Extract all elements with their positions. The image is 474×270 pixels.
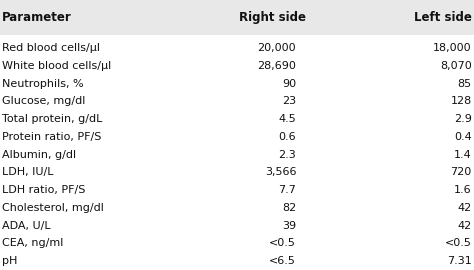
Text: <0.5: <0.5 <box>445 238 472 248</box>
Text: CEA, ng/ml: CEA, ng/ml <box>2 238 64 248</box>
Text: White blood cells/µl: White blood cells/µl <box>2 61 111 71</box>
Text: Parameter: Parameter <box>2 11 72 24</box>
Text: ADA, U/L: ADA, U/L <box>2 221 51 231</box>
Text: pH: pH <box>2 256 18 266</box>
Text: 4.5: 4.5 <box>279 114 296 124</box>
Text: 39: 39 <box>282 221 296 231</box>
Text: <0.5: <0.5 <box>269 238 296 248</box>
Text: 0.6: 0.6 <box>279 132 296 142</box>
Text: 28,690: 28,690 <box>257 61 296 71</box>
Text: 7.31: 7.31 <box>447 256 472 266</box>
Text: 23: 23 <box>282 96 296 106</box>
Text: 7.7: 7.7 <box>278 185 296 195</box>
Text: Left side: Left side <box>414 11 472 24</box>
Text: 0.4: 0.4 <box>454 132 472 142</box>
Text: Cholesterol, mg/dl: Cholesterol, mg/dl <box>2 203 104 213</box>
Text: LDH ratio, PF/S: LDH ratio, PF/S <box>2 185 86 195</box>
Text: 720: 720 <box>450 167 472 177</box>
Text: 1.4: 1.4 <box>454 150 472 160</box>
Text: 2.9: 2.9 <box>454 114 472 124</box>
Text: Albumin, g/dl: Albumin, g/dl <box>2 150 76 160</box>
Text: Right side: Right side <box>239 11 306 24</box>
Text: 42: 42 <box>457 203 472 213</box>
Text: Neutrophils, %: Neutrophils, % <box>2 79 84 89</box>
Text: 85: 85 <box>457 79 472 89</box>
Text: Protein ratio, PF/S: Protein ratio, PF/S <box>2 132 102 142</box>
Text: 90: 90 <box>282 79 296 89</box>
Text: 2.3: 2.3 <box>279 150 296 160</box>
Bar <box>0 0 474 35</box>
Text: 3,566: 3,566 <box>265 167 296 177</box>
Text: Glucose, mg/dl: Glucose, mg/dl <box>2 96 86 106</box>
Text: 128: 128 <box>450 96 472 106</box>
Text: <6.5: <6.5 <box>269 256 296 266</box>
Text: 1.6: 1.6 <box>454 185 472 195</box>
Text: Red blood cells/µl: Red blood cells/µl <box>2 43 100 53</box>
Text: 42: 42 <box>457 221 472 231</box>
Text: 82: 82 <box>282 203 296 213</box>
Text: 8,070: 8,070 <box>440 61 472 71</box>
Text: Total protein, g/dL: Total protein, g/dL <box>2 114 103 124</box>
Text: 20,000: 20,000 <box>258 43 296 53</box>
Text: 18,000: 18,000 <box>433 43 472 53</box>
Text: LDH, IU/L: LDH, IU/L <box>2 167 54 177</box>
